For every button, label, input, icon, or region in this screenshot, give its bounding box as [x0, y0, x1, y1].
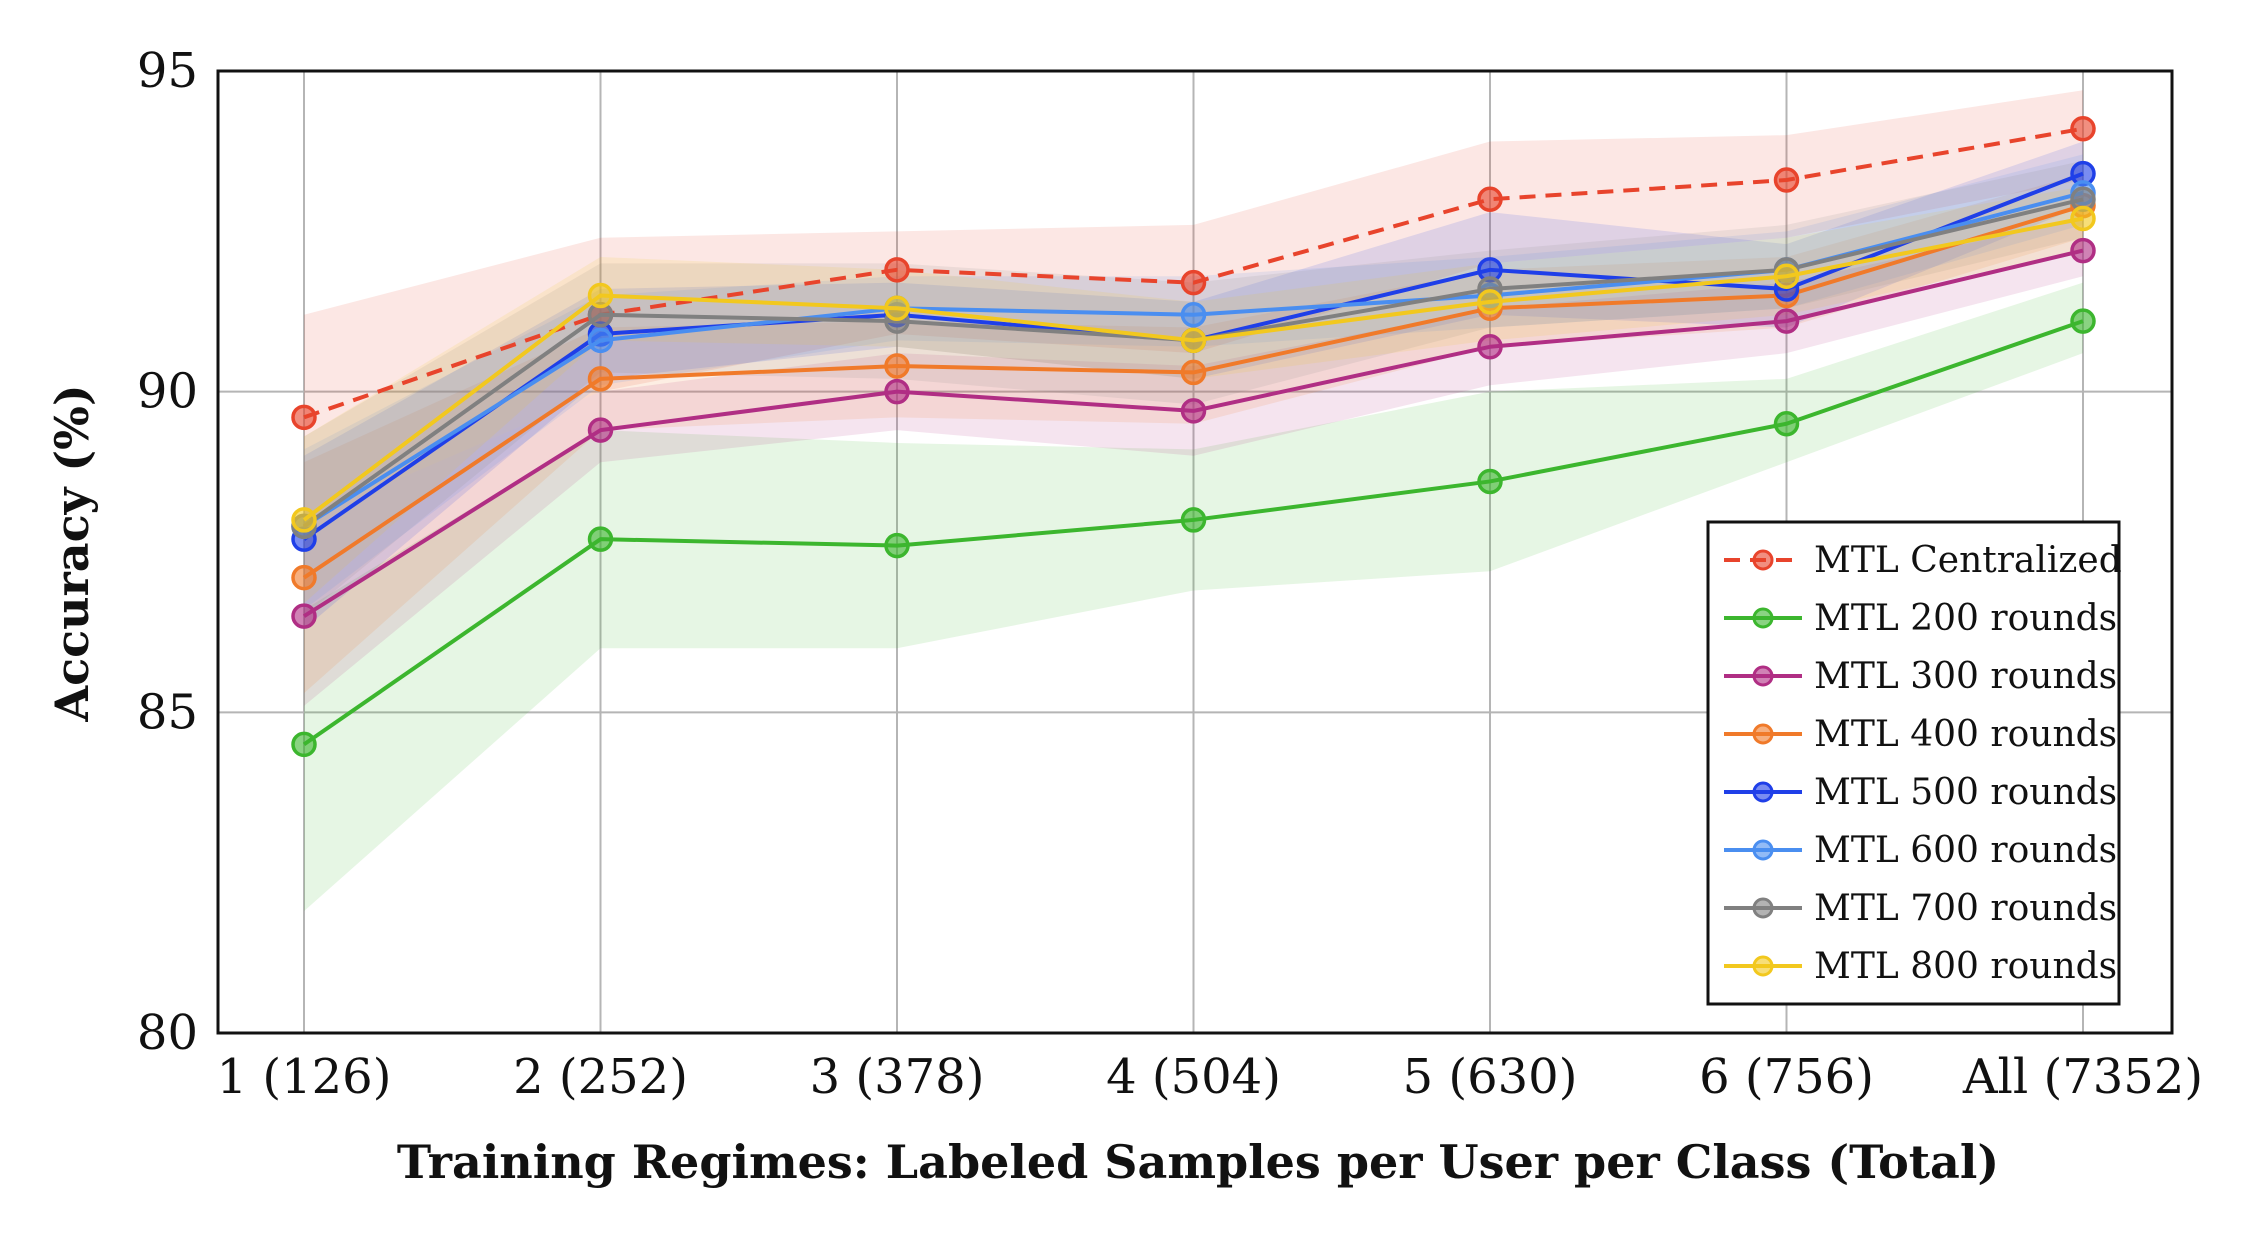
- data-point: [587, 526, 614, 552]
- data-point: [1477, 334, 1503, 360]
- confidence-band: [304, 154, 2083, 610]
- plot-frame: [216, 69, 2174, 1035]
- data-point: [884, 257, 910, 283]
- data-point: [1180, 398, 1207, 424]
- data-point: [2070, 205, 2096, 232]
- data-point: [587, 327, 614, 354]
- legend-label: MTL 400 rounds: [1814, 714, 2117, 755]
- data-point: [1773, 308, 1800, 334]
- x-tick-label: 6 (756): [1699, 1049, 1874, 1105]
- confidence-band: [304, 160, 2083, 617]
- data-point: [884, 378, 910, 405]
- y-tick-label: 95: [137, 43, 198, 99]
- legend-label: MTL 700 rounds: [1814, 888, 2117, 929]
- x-tick-label: All (7352): [1962, 1049, 2203, 1105]
- data-point: [291, 404, 317, 431]
- data-point: [587, 282, 614, 309]
- legend-label: MTL Centralized: [1814, 540, 2122, 581]
- legend-label: MTL 300 rounds: [1814, 656, 2117, 697]
- data-point: [1477, 289, 1503, 315]
- data-point: [1773, 263, 1800, 289]
- legend-label: MTL 500 rounds: [1814, 772, 2117, 813]
- data-point: [291, 564, 317, 591]
- data-point: [884, 353, 910, 379]
- legend-swatch-marker: [1752, 839, 1774, 861]
- data-point: [1773, 410, 1800, 437]
- data-point: [1477, 468, 1503, 495]
- data-point: [1180, 507, 1207, 533]
- data-point: [1773, 167, 1800, 193]
- data-point: [587, 417, 614, 443]
- data-point: [1180, 327, 1207, 354]
- data-point: [1477, 186, 1503, 213]
- confidence-band: [304, 218, 2083, 706]
- legend-swatch-marker: [1752, 955, 1774, 977]
- x-tick-label: 1 (126): [217, 1049, 392, 1105]
- x-axis-title: Training Regimes: Labeled Samples per Us…: [397, 1135, 1999, 1189]
- data-point: [291, 507, 317, 533]
- legend: MTL Centralized MTL 200 rounds MTL 300 rou…: [1706, 520, 2122, 1006]
- data-point: [2070, 115, 2096, 142]
- legend-swatch-marker: [1752, 549, 1774, 571]
- legend-swatch-marker: [1752, 781, 1774, 803]
- legend-swatch-marker: [1752, 723, 1774, 745]
- legend-swatch-marker: [1752, 665, 1774, 687]
- data-point: [884, 532, 910, 559]
- y-tick-label: 85: [137, 684, 198, 740]
- legend-label: MTL 200 rounds: [1814, 598, 2117, 639]
- y-tick-label: 80: [137, 1005, 198, 1061]
- legend-label: MTL 600 rounds: [1814, 830, 2117, 871]
- legend-label: MTL 800 rounds: [1814, 946, 2117, 987]
- axes-layer: 1 (126) 2 (252) 3 (378) 4 (504) 5 (630) 6 (75…: [137, 43, 2203, 1105]
- y-axis-title: Accuracy (%): [45, 384, 99, 722]
- y-tick-label: 90: [137, 364, 198, 420]
- legend-box: [1706, 520, 2121, 1006]
- legend-swatch-marker: [1752, 607, 1774, 629]
- data-point: [291, 731, 317, 758]
- data-point: [2070, 308, 2096, 334]
- x-tick-label: 5 (630): [1403, 1049, 1578, 1105]
- data-point: [2070, 237, 2096, 264]
- x-tick-label: 2 (252): [513, 1049, 688, 1105]
- confidence-band: [304, 282, 2083, 912]
- confidence-band: [304, 141, 2083, 629]
- data-point: [1180, 301, 1207, 328]
- x-tick-label: 4 (504): [1106, 1049, 1281, 1105]
- x-tick-label: 3 (378): [810, 1049, 985, 1105]
- data-point: [1180, 359, 1207, 386]
- data-point: [587, 366, 614, 392]
- legend-swatch-marker: [1752, 897, 1774, 919]
- data-point: [291, 603, 317, 629]
- data-point: [1180, 269, 1207, 296]
- data-point: [884, 295, 910, 322]
- series-layer: [291, 115, 2096, 758]
